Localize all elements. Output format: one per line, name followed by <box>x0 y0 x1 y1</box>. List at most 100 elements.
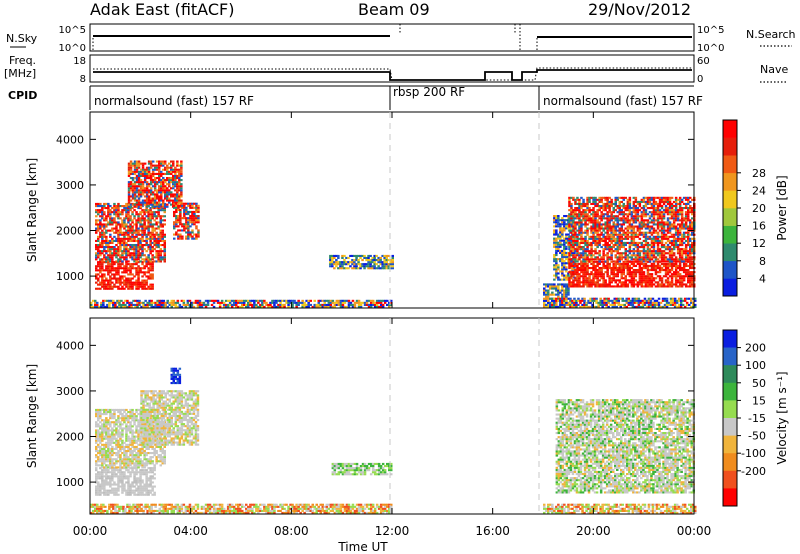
data-cell <box>691 252 694 255</box>
data-cell <box>179 213 182 216</box>
data-cell <box>680 207 684 210</box>
data-cell <box>151 197 155 200</box>
data-cell <box>622 231 625 234</box>
data-cell <box>549 285 552 288</box>
data-cell <box>598 215 601 218</box>
data-cell <box>624 237 627 240</box>
data-cell <box>549 293 552 296</box>
data-cell <box>117 211 120 214</box>
data-cell <box>583 297 586 300</box>
data-cell <box>247 303 250 306</box>
data-cell <box>263 299 266 302</box>
data-cell <box>129 183 133 186</box>
data-cell <box>570 205 573 208</box>
data-cell <box>129 244 132 247</box>
data-cell <box>149 223 152 226</box>
data-cell <box>122 303 125 306</box>
data-cell <box>660 233 664 236</box>
data-cell <box>570 244 573 247</box>
data-cell <box>684 205 688 208</box>
data-cell <box>687 233 690 236</box>
data-cell <box>193 206 196 209</box>
data-cell <box>353 265 356 268</box>
data-cell <box>650 233 654 236</box>
data-cell <box>612 235 615 238</box>
data-cell <box>660 207 664 210</box>
data-cell <box>604 285 607 288</box>
data-cell <box>145 202 148 205</box>
data-cell <box>133 205 137 208</box>
data-cell <box>275 299 278 302</box>
data-cell <box>107 213 110 216</box>
data-cell <box>618 285 621 288</box>
data-cell <box>672 239 676 242</box>
freq-label: Freq. <box>9 54 36 67</box>
data-cell <box>555 272 558 275</box>
data-cell <box>588 209 591 212</box>
data-cell <box>559 219 562 222</box>
data-cell <box>117 209 120 212</box>
data-cell <box>124 299 127 302</box>
data-cell <box>590 217 593 220</box>
data-cell <box>594 237 597 240</box>
data-cell <box>147 244 150 247</box>
data-cell <box>101 275 104 278</box>
data-cell <box>559 251 562 254</box>
data-cell <box>117 233 120 236</box>
data-cell <box>337 301 341 304</box>
data-cell <box>676 202 680 205</box>
data-cell <box>576 233 579 236</box>
data-cell <box>555 223 558 226</box>
data-cell <box>325 303 329 306</box>
data-cell <box>650 246 654 249</box>
data-cell <box>606 248 609 251</box>
data-cell <box>329 301 333 304</box>
data-cell <box>620 223 623 226</box>
data-cell <box>133 166 137 169</box>
data-cell <box>584 248 587 251</box>
data-cell <box>101 279 104 282</box>
data-cell <box>105 223 108 226</box>
data-cell <box>656 211 660 214</box>
data-cell <box>141 183 145 186</box>
data-cell <box>603 301 606 304</box>
data-cell <box>622 260 625 263</box>
data-cell <box>670 269 674 272</box>
data-cell <box>684 207 688 210</box>
data-cell <box>584 213 587 216</box>
data-cell <box>654 200 658 203</box>
data-cell <box>151 267 154 270</box>
data-cell <box>181 229 184 232</box>
data-cell <box>674 217 678 220</box>
data-cell <box>121 223 124 226</box>
data-cell <box>588 275 591 278</box>
data-cell <box>555 285 558 288</box>
data-cell <box>570 196 573 199</box>
data-cell <box>161 207 164 210</box>
data-cell <box>164 185 167 188</box>
data-cell <box>635 305 639 308</box>
data-cell <box>676 279 680 282</box>
data-cell <box>287 299 290 302</box>
data-cell <box>616 260 619 263</box>
data-cell <box>664 256 668 259</box>
data-cell <box>200 301 204 304</box>
data-cell <box>149 174 153 177</box>
data-cell <box>620 281 623 284</box>
data-cell <box>206 299 210 302</box>
data-cell <box>136 299 139 302</box>
data-cell <box>143 195 147 198</box>
data-cell <box>549 301 552 304</box>
data-cell <box>576 209 579 212</box>
data-cell <box>561 235 564 238</box>
data-cell <box>186 303 190 306</box>
data-cell <box>119 225 122 228</box>
data-cell <box>153 211 156 214</box>
data-cell <box>103 279 106 282</box>
data-cell <box>133 191 137 194</box>
data-cell <box>170 299 173 302</box>
data-cell <box>642 258 646 261</box>
data-cell <box>668 264 672 267</box>
data-cell <box>581 299 584 302</box>
data-cell <box>99 275 102 278</box>
